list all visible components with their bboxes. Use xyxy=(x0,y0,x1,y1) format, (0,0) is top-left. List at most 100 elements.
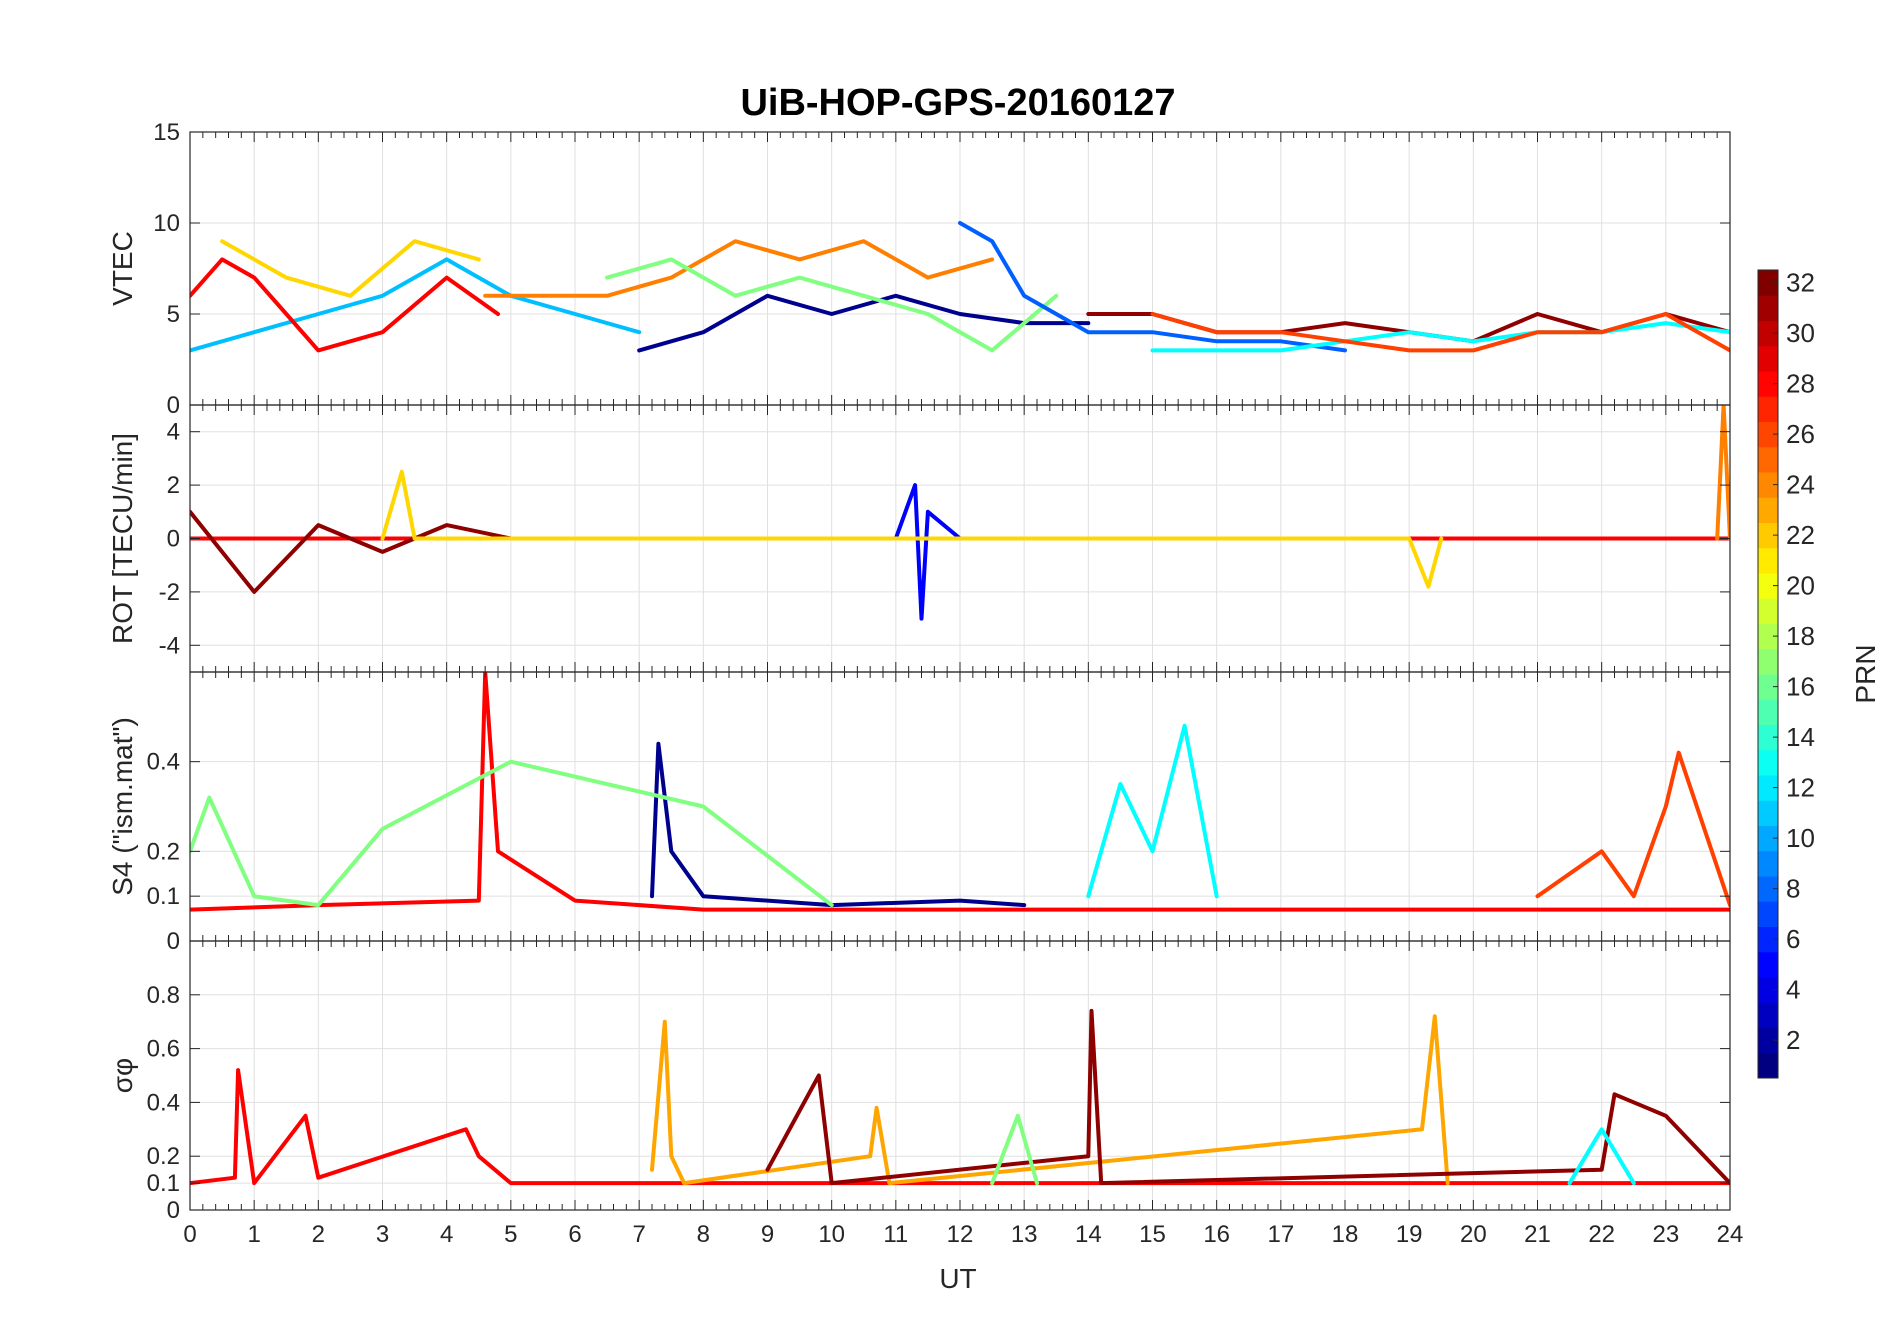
colorbar-tick-label: 26 xyxy=(1786,419,1815,449)
series-line-sigma-4 xyxy=(1567,1127,1636,1186)
y-axis-label-vtec: VTEC xyxy=(107,231,138,306)
y-tick-label: 15 xyxy=(153,119,180,146)
x-tick-label: 1 xyxy=(247,1221,260,1248)
panel-rot-ticks: -4 -2 0 2 4 xyxy=(159,405,1731,672)
y-tick-label: 0 xyxy=(167,392,180,419)
colorbar-frame xyxy=(1757,269,1779,1079)
colorbar-segment xyxy=(1758,800,1778,826)
x-tick-label: 3 xyxy=(376,1221,389,1248)
panel-rot-series xyxy=(190,405,1730,621)
series-line-sigma-3 xyxy=(990,1113,1039,1186)
series-line-vtec-6 xyxy=(958,221,1347,353)
colorbar-tick-label: 32 xyxy=(1786,268,1815,298)
x-tick-label: 13 xyxy=(1011,1221,1038,1248)
series-line-vtec-2 xyxy=(190,257,500,353)
colorbar-segment xyxy=(1758,547,1778,574)
colorbar-segment xyxy=(1758,1002,1778,1028)
colorbar-segment xyxy=(1758,371,1778,397)
series-line-vtec-5 xyxy=(605,257,1059,353)
colorbar-segment xyxy=(1758,295,1778,321)
colorbar-segment xyxy=(1758,901,1778,927)
x-tick-label: 11 xyxy=(883,1221,908,1248)
y-tick-label: 0 xyxy=(167,1197,180,1224)
series-line-rot-1 xyxy=(190,509,513,594)
series-line-vtec-0 xyxy=(190,257,642,353)
colorbar-tick-label: 2 xyxy=(1786,1025,1800,1055)
series-line-sigma-0 xyxy=(190,1068,1730,1186)
x-tick-label: 17 xyxy=(1267,1221,1294,1248)
y-tick-label: 0.4 xyxy=(147,749,180,776)
y-tick-label: 4 xyxy=(167,419,180,446)
panel-vtec-ticks: 0 5 10 15 xyxy=(153,119,1731,419)
colorbar-segment xyxy=(1758,345,1778,372)
panel-vtec-series xyxy=(190,221,1730,353)
series-line-rot-3 xyxy=(380,469,1444,589)
y-tick-label: 10 xyxy=(153,210,180,237)
x-tick-label: 8 xyxy=(697,1221,710,1248)
colorbar-segment xyxy=(1758,825,1778,852)
x-tick-label: 20 xyxy=(1460,1221,1487,1248)
x-tick-label: 0 xyxy=(183,1221,196,1248)
series-line-vtec-8 xyxy=(1150,321,1730,353)
x-tick-labels: 0 1 2 3 4 5 6 7 8 9 10 11 12 13 14 15 16 17 18 19 20 21 22 23 24 xyxy=(183,1221,1743,1248)
y-tick-label: -4 xyxy=(159,632,180,659)
series-line-vtec-9 xyxy=(1150,312,1730,353)
panel-sigma-series xyxy=(190,1008,1730,1186)
colorbar-tick-label: 22 xyxy=(1786,520,1815,550)
y-tick-label: 0.2 xyxy=(147,838,180,865)
panel-sigma: 00.10.2 0.4 0.6 0.8 σφ xyxy=(107,940,1731,1224)
y-tick-label: 0.2 xyxy=(147,1143,180,1170)
x-tick-label: 21 xyxy=(1524,1221,1551,1248)
y-tick-label: 0.6 xyxy=(147,1036,180,1063)
y-tick-label: 0 xyxy=(167,526,180,553)
y-tick-label: 5 xyxy=(167,301,180,328)
y-tick-label: 0 xyxy=(167,928,180,955)
x-tick-label: 5 xyxy=(504,1221,517,1248)
colorbar-segment xyxy=(1758,674,1778,700)
series-line-s4-2 xyxy=(1086,723,1219,899)
series-line-sigma-2 xyxy=(765,1008,1730,1186)
colorbar-segment xyxy=(1758,775,1778,801)
colorbar-segment xyxy=(1758,850,1778,877)
x-tick-label: 18 xyxy=(1332,1221,1359,1248)
colorbar-segment xyxy=(1758,724,1778,751)
series-line-s4-1 xyxy=(650,741,1027,908)
panel-s4-ticks: 0 0.1 0.2 0.4 xyxy=(147,672,1731,955)
colorbar-segment xyxy=(1758,1027,1778,1054)
y-axis-label-rot: ROT [TECU/min] xyxy=(107,433,138,644)
panel-s4-series xyxy=(190,672,1730,912)
series-line-vtec-3 xyxy=(220,239,481,298)
y-tick-label: 0.1 xyxy=(147,883,180,910)
x-tick-label: 16 xyxy=(1203,1221,1230,1248)
colorbar-tick-label: 4 xyxy=(1786,975,1800,1005)
series-line-s4-3 xyxy=(1535,750,1730,908)
y-axis-label-s4: S4 ("ism.mat") xyxy=(107,717,138,896)
colorbar-segment xyxy=(1758,749,1778,776)
series-line-sigma-1 xyxy=(650,1014,1450,1186)
series-line-rot-4 xyxy=(1715,405,1730,541)
colorbar-segment xyxy=(1758,926,1778,953)
series-line-s4-4 xyxy=(190,759,834,908)
y-tick-label: -2 xyxy=(159,579,180,606)
series-line-s4-0 xyxy=(190,672,1730,912)
x-tick-label: 14 xyxy=(1075,1221,1102,1248)
x-tick-label: 6 xyxy=(568,1221,581,1248)
colorbar-tick-label: 16 xyxy=(1786,672,1815,702)
colorbar-segment xyxy=(1758,977,1778,1003)
chart-title: UiB-HOP-GPS-20160127 xyxy=(740,82,1175,124)
colorbar-tick-label: 14 xyxy=(1786,722,1815,752)
colorbar-segment xyxy=(1758,598,1778,624)
y-tick-label: 0.4 xyxy=(147,1089,180,1116)
colorbar-segment xyxy=(1758,951,1778,978)
x-tick-label: 2 xyxy=(312,1221,325,1248)
x-tick-label: 10 xyxy=(818,1221,845,1248)
colorbar-segment xyxy=(1758,421,1778,448)
x-tick-label: 12 xyxy=(947,1221,974,1248)
panel-s4: 0 0.1 0.2 0.4 S4 ("ism.mat") xyxy=(107,671,1731,955)
colorbar-tick-label: 8 xyxy=(1786,874,1800,904)
colorbar-tick-label: 24 xyxy=(1786,470,1815,500)
y-tick-label: 0.1 xyxy=(147,1170,180,1197)
y-tick-label: 0.8 xyxy=(147,982,180,1009)
